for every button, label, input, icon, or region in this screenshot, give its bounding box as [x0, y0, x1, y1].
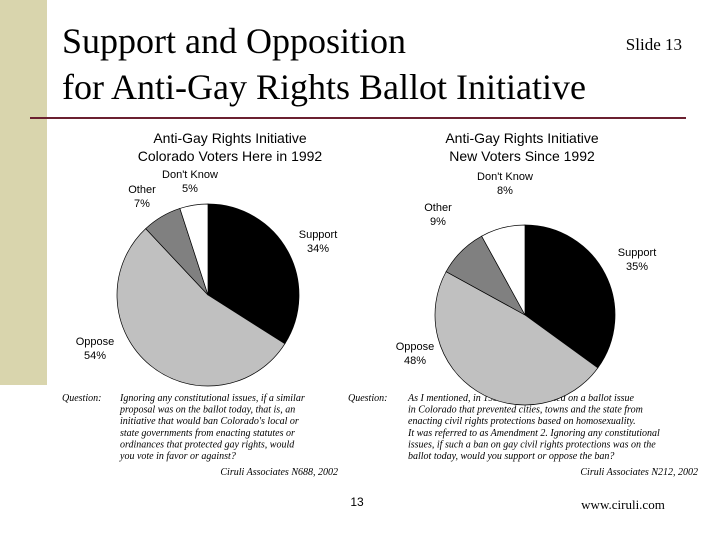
question-label: Question: [348, 393, 387, 404]
chart-title: Anti-Gay Rights Initiative [153, 130, 306, 146]
question-text: state governments from enacting statutes… [120, 428, 295, 439]
slice-label: Oppose [396, 341, 435, 353]
slide-title: for Anti-Gay Rights Ballot Initiative [62, 67, 586, 107]
slice-value: 7% [134, 198, 150, 210]
chart-subtitle: New Voters Since 1992 [449, 148, 595, 164]
slice-label: Other [424, 202, 452, 214]
slice-label: Oppose [76, 336, 115, 348]
side-band [0, 0, 47, 385]
slice-label: Don't Know [477, 171, 533, 183]
question-text: Ignoring any constitutional issues, if a… [119, 393, 305, 404]
slice-label: Don't Know [162, 169, 218, 181]
question-text: in Colorado that prevented cities, towns… [408, 405, 643, 416]
slice-value: 5% [182, 183, 198, 195]
question-text: ballot today, would you support or oppos… [408, 451, 614, 462]
pie-slice [179, 203, 209, 296]
pie-slice [116, 228, 286, 387]
slide-title: Support and Opposition [62, 21, 406, 61]
pie-slice [207, 203, 300, 345]
question-text: proposal was on the ballot today, that i… [119, 405, 295, 416]
question-text: you vote in favor or against? [119, 451, 236, 462]
source: Ciruli Associates N212, 2002 [580, 467, 698, 478]
page-number: 13 [350, 495, 364, 509]
slice-label: Other [128, 184, 156, 196]
question-text: It was referred to as Amendment 2. Ignor… [407, 428, 660, 439]
question-text: issues, if such a ban on gay civil right… [408, 439, 656, 450]
slice-value: 8% [497, 185, 513, 197]
slice-label: Support [618, 247, 657, 259]
question-label: Question: [62, 393, 101, 404]
slice-value: 35% [626, 261, 648, 273]
slide-label: Slide 13 [626, 35, 682, 54]
question-text: initiative that would ban Colorado's loc… [120, 416, 299, 427]
chart-subtitle: Colorado Voters Here in 1992 [138, 148, 323, 164]
source: Ciruli Associates N688, 2002 [220, 467, 338, 478]
pie-slice [524, 224, 616, 369]
slice-label: Support [299, 229, 338, 241]
question-text: enacting civil rights protections based … [408, 416, 636, 427]
question-text: ordinances that protected gay rights, wo… [120, 439, 295, 450]
slice-value: 34% [307, 243, 329, 255]
pie-slice [481, 224, 526, 316]
url: www.ciruli.com [581, 497, 665, 512]
pie-slice [434, 271, 599, 406]
slice-value: 54% [84, 350, 106, 362]
slice-value: 48% [404, 355, 426, 367]
slice-value: 9% [430, 216, 446, 228]
chart-title: Anti-Gay Rights Initiative [445, 130, 598, 146]
